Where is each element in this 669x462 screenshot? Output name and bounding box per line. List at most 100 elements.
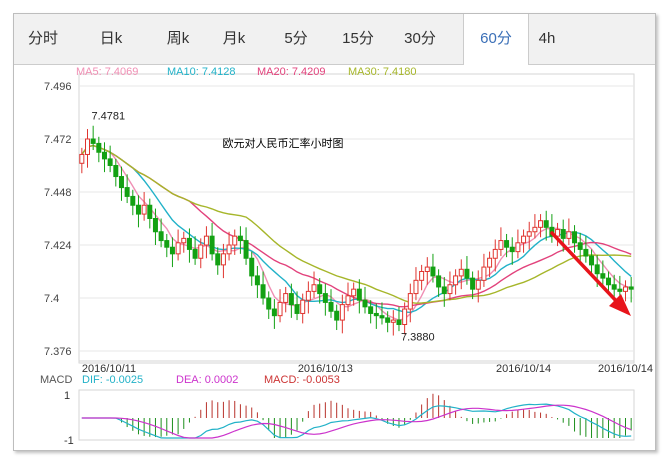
candle-body [181, 237, 187, 244]
candle-body [481, 266, 487, 281]
candle-body [317, 284, 323, 295]
macd-legend-item: MACD: -0.0053 [264, 374, 340, 386]
macd-panel: 1 -1 [64, 389, 635, 447]
macd-legend-item: MACD [40, 374, 72, 386]
ma-legend-item: MA20: 7.4209 [257, 66, 326, 78]
candle-body [583, 248, 589, 257]
candle-body [464, 268, 470, 279]
candle-body [419, 271, 425, 281]
tab-0[interactable]: 分时 [27, 30, 58, 47]
candle-body [628, 286, 634, 290]
candle-body [90, 138, 96, 144]
candle-body [271, 308, 277, 317]
candle-body [226, 244, 232, 255]
x-tick-label: 2016/10/11 [82, 363, 136, 375]
candle-body [79, 153, 85, 164]
candle-body [407, 293, 413, 310]
y-tick-label: 7.376 [44, 346, 72, 358]
tab-6[interactable]: 30分 [404, 30, 436, 47]
candle-body [220, 253, 226, 266]
price-annotation: 7.3880 [401, 332, 435, 344]
candle-body [515, 242, 521, 253]
macd-legend-item: DIF: -0.0025 [82, 374, 143, 386]
candle-body [84, 138, 90, 155]
candle-body [260, 284, 266, 299]
candle-body [396, 319, 402, 326]
candle-body [402, 308, 408, 325]
candle-body [617, 288, 623, 292]
candle-body [430, 266, 436, 277]
candle-body [130, 195, 136, 206]
candle-body [577, 242, 583, 250]
candle-body [328, 301, 334, 312]
candle-body [107, 158, 113, 166]
candle-body [175, 242, 181, 255]
candle-body [555, 229, 561, 237]
candle-body [560, 229, 566, 239]
candle-body [589, 255, 595, 266]
candle-body [164, 240, 170, 248]
candle-body [283, 293, 289, 303]
candle-body [147, 204, 153, 219]
arrow-shaft [550, 231, 623, 308]
candle-body [368, 306, 374, 314]
dif-line [81, 403, 632, 439]
candle-body [322, 293, 328, 303]
candle-body [198, 244, 204, 259]
tab-1[interactable]: 日k [99, 30, 123, 47]
tab-3[interactable]: 月k [222, 30, 246, 47]
candle-body [203, 235, 209, 246]
ma-legend-item: MA10: 7.4128 [167, 66, 236, 78]
candle-body [611, 284, 617, 290]
macd-tick-label: 1 [64, 390, 70, 402]
y-axis-labels: 7.496 7.472 7.448 7.424 7.4 7.376 [44, 81, 72, 358]
candle-body [436, 275, 442, 288]
tab-7[interactable]: 60分 [463, 14, 529, 65]
candle-body [339, 304, 345, 321]
ma-line [81, 144, 632, 321]
candle-body [237, 235, 243, 242]
candle-body [124, 187, 130, 197]
candle-body [623, 286, 629, 292]
candle-body [475, 279, 481, 290]
candle-body [311, 284, 317, 292]
x-tick-label: 2016/10/13 [298, 363, 353, 375]
candle-body [288, 293, 294, 306]
candle-body [266, 297, 272, 310]
candle-body [521, 235, 527, 244]
tab-2[interactable]: 周k [166, 30, 190, 47]
candle-body [526, 231, 532, 237]
candle-body [594, 264, 600, 275]
candle-body [215, 253, 221, 266]
candle-body [572, 231, 578, 244]
arrow-head [609, 294, 631, 316]
candle-body [118, 176, 124, 189]
candle-body [532, 226, 538, 233]
macd-legend-item: DEA: 0.0002 [176, 374, 238, 386]
candle-body [101, 151, 107, 160]
ma-line [81, 144, 632, 314]
candle-body [453, 275, 459, 286]
ma-line [81, 144, 632, 304]
candle-body [141, 204, 147, 215]
candle-body [373, 312, 379, 317]
candle-body [492, 248, 498, 259]
candle-body [470, 277, 476, 290]
x-axis-labels: 2016/10/11 2016/10/13 2016/10/14 2016/10/14 [79, 360, 653, 375]
tab-5[interactable]: 15分 [342, 30, 374, 47]
tab-8[interactable]: 4h [538, 30, 556, 47]
candle-body [96, 142, 102, 153]
candle-body [413, 279, 419, 295]
tab-4[interactable]: 5分 [284, 30, 308, 47]
candle-body [192, 248, 198, 259]
candle-body [345, 295, 351, 306]
candle-body [294, 304, 300, 314]
y-tick-label: 7.472 [44, 134, 72, 146]
ma-legend-item: MA5: 7.4069 [76, 66, 138, 78]
candle-body [509, 246, 515, 253]
candle-body [334, 310, 340, 321]
candle-body [254, 275, 260, 286]
macd-tick-label: -1 [64, 435, 74, 447]
price-annotation: 7.4781 [91, 111, 125, 123]
candle-body [424, 266, 430, 273]
